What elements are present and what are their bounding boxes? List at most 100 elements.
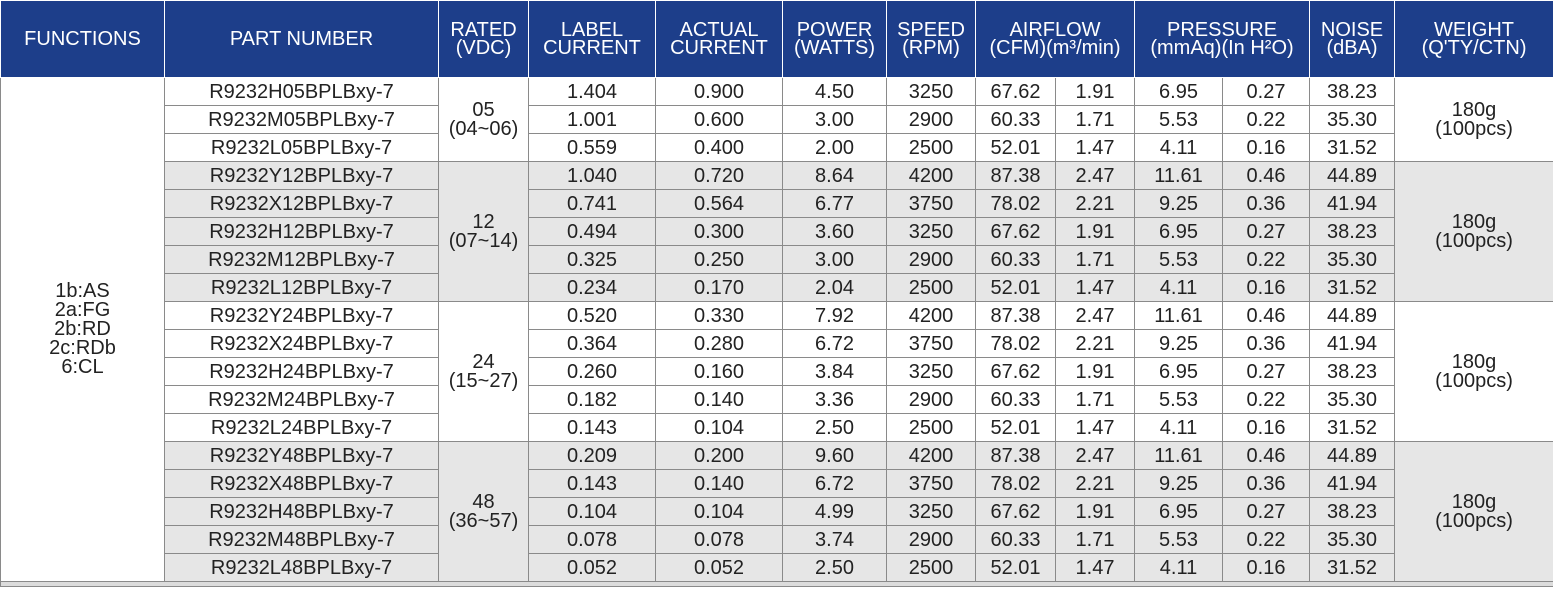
- table-row: R9232H48BPLBxy-7 0.104 0.104 4.99 3250 67.62 1…: [1, 497, 1553, 526]
- pressure-mmaq-cell: 6.95: [1134, 77, 1224, 106]
- part-number-cell: R9232L24BPLBxy-7: [164, 413, 439, 442]
- part-number-cell: R9232Y24BPLBxy-7: [164, 301, 439, 330]
- voltage-range: (15~27): [448, 369, 519, 392]
- voltage-range: (07~14): [448, 229, 519, 252]
- col-functions: FUNCTIONS: [0, 0, 165, 78]
- airflow-m3min-cell: 2.47: [1054, 161, 1136, 190]
- pressure-inh2o-cell: 0.36: [1222, 329, 1311, 358]
- rated-voltage-cell: 48 (36~57): [438, 441, 529, 582]
- part-number-cell: R9232L12BPLBxy-7: [164, 273, 439, 302]
- table-row: R9232M24BPLBxy-7 0.182 0.140 3.36 2900 60.33 1…: [1, 385, 1553, 414]
- pressure-inh2o-cell: 0.16: [1222, 413, 1311, 442]
- airflow-m3min-cell: 2.47: [1054, 441, 1136, 470]
- actual-current-cell: 0.720: [655, 161, 783, 190]
- table-row: R9232M05BPLBxy-7 1.001 0.600 3.00 2900 60.33 1…: [1, 105, 1553, 134]
- label-current-cell: 0.209: [528, 441, 656, 470]
- airflow-m3min-cell: 1.47: [1054, 553, 1136, 582]
- label-current-cell: 0.741: [528, 189, 656, 218]
- rated-voltage-cell: 05 (04~06): [438, 77, 529, 162]
- label-current-cell: 0.182: [528, 385, 656, 414]
- airflow-cfm-cell: 52.01: [975, 273, 1056, 302]
- rated-voltage-cell: 12 (07~14): [438, 161, 529, 302]
- quantity-per-carton: (100pcs): [1435, 509, 1513, 532]
- label-current-cell: 0.143: [528, 413, 656, 442]
- noise-cell: 38.23: [1309, 497, 1396, 526]
- table-body: 1b:AS 2a:FG 2b:RD 2c:RDb 6:CL R9232H05BPLBxy-…: [0, 77, 1553, 587]
- pressure-mmaq-cell: 11.61: [1134, 301, 1224, 330]
- power-cell: 2.50: [782, 413, 887, 442]
- col-label-current: LABEL CURRENT: [528, 0, 656, 78]
- noise-cell: 35.30: [1309, 105, 1396, 134]
- pressure-mmaq-cell: 5.53: [1134, 385, 1224, 414]
- label-current-cell: 0.364: [528, 329, 656, 358]
- power-cell: 4.99: [782, 497, 887, 526]
- table-row: R9232Y12BPLBxy-7 12 (07~14) 1.040 0.720 8.64 4…: [1, 161, 1553, 302]
- part-number-cell: R9232L48BPLBxy-7: [164, 553, 439, 582]
- pressure-mmaq-cell: 4.11: [1134, 273, 1224, 302]
- airflow-m3min-cell: 2.21: [1054, 329, 1136, 358]
- part-number-cell: R9232Y48BPLBxy-7: [164, 441, 439, 470]
- airflow-cfm-cell: 67.62: [975, 217, 1056, 246]
- table-row: R9232L24BPLBxy-7 0.143 0.104 2.50 2500 52.01 1…: [1, 413, 1553, 442]
- airflow-cfm-cell: 52.01: [975, 413, 1056, 442]
- table-row: 1b:AS 2a:FG 2b:RD 2c:RDb 6:CL R9232H05BPLBxy-…: [0, 77, 1553, 582]
- pressure-inh2o-cell: 0.16: [1222, 553, 1311, 582]
- table-row: R9232L05BPLBxy-7 0.559 0.400 2.00 2500 52.01 1…: [1, 133, 1553, 162]
- part-number-cell: R9232X24BPLBxy-7: [164, 329, 439, 358]
- table-row: R9232X12BPLBxy-7 0.741 0.564 6.77 3750 78.02 2…: [1, 189, 1553, 218]
- pressure-mmaq-cell: 5.53: [1134, 245, 1224, 274]
- pressure-mmaq-cell: 9.25: [1134, 469, 1224, 498]
- noise-cell: 41.94: [1309, 469, 1396, 498]
- part-number-cell: R9232H12BPLBxy-7: [164, 217, 439, 246]
- noise-cell: 35.30: [1309, 525, 1396, 554]
- airflow-cfm-cell: 60.33: [975, 525, 1056, 554]
- airflow-cfm-cell: 78.02: [975, 329, 1056, 358]
- power-cell: 9.60: [782, 441, 887, 470]
- function-code: 2c:RDb: [49, 337, 116, 359]
- noise-cell: 41.94: [1309, 329, 1396, 358]
- speed-cell: 3250: [886, 497, 976, 526]
- noise-cell: 35.30: [1309, 245, 1396, 274]
- airflow-m3min-cell: 1.91: [1054, 497, 1136, 526]
- rated-voltage: 12: [472, 210, 495, 233]
- airflow-cfm-cell: 87.38: [975, 301, 1056, 330]
- speed-cell: 3250: [886, 217, 976, 246]
- functions-cell: 1b:AS 2a:FG 2b:RD 2c:RDb 6:CL: [0, 77, 165, 582]
- airflow-m3min-cell: 1.91: [1054, 77, 1136, 106]
- speed-cell: 4200: [886, 441, 976, 470]
- col-airflow: AIRFLOW (CFM)(m³/min): [974, 0, 1136, 78]
- airflow-cfm-cell: 67.62: [975, 77, 1056, 106]
- pressure-mmaq-cell: 5.53: [1134, 525, 1224, 554]
- actual-current-cell: 0.200: [655, 441, 783, 470]
- speed-cell: 3250: [886, 77, 976, 106]
- part-number-cell: R9232L05BPLBxy-7: [164, 133, 439, 162]
- pressure-inh2o-cell: 0.46: [1222, 301, 1311, 330]
- actual-current-cell: 0.170: [655, 273, 783, 302]
- col-power: POWER (WATTS): [782, 0, 887, 78]
- airflow-cfm-cell: 67.62: [975, 497, 1056, 526]
- pressure-mmaq-cell: 6.95: [1134, 497, 1224, 526]
- quantity-per-carton: (100pcs): [1435, 369, 1513, 392]
- label-current-cell: 0.260: [528, 357, 656, 386]
- function-code: 2a:FG: [54, 299, 111, 321]
- airflow-cfm-cell: 78.02: [975, 189, 1056, 218]
- speed-cell: 3750: [886, 189, 976, 218]
- voltage-range: (04~06): [448, 117, 519, 140]
- actual-current-cell: 0.330: [655, 301, 783, 330]
- pressure-mmaq-cell: 5.53: [1134, 105, 1224, 134]
- pressure-inh2o-cell: 0.27: [1222, 77, 1311, 106]
- col-actual-current: ACTUAL CURRENT: [655, 0, 783, 78]
- label-current-cell: 1.040: [528, 161, 656, 190]
- part-number-cell: R9232X12BPLBxy-7: [164, 189, 439, 218]
- rated-voltage: 05: [472, 98, 495, 121]
- noise-cell: 31.52: [1309, 273, 1396, 302]
- table-row: R9232M12BPLBxy-7 0.325 0.250 3.00 2900 60.33 1…: [1, 245, 1553, 274]
- speed-cell: 2900: [886, 525, 976, 554]
- table-row: R9232X48BPLBxy-7 0.143 0.140 6.72 3750 78.02 2…: [1, 469, 1553, 498]
- weight-cell: 180g (100pcs): [1394, 441, 1553, 582]
- col-rated: RATED (VDC): [438, 0, 529, 78]
- speed-cell: 4200: [886, 161, 976, 190]
- table-row: R9232H24BPLBxy-7 0.260 0.160 3.84 3250 67.62 1…: [1, 357, 1553, 386]
- label-current-cell: 0.078: [528, 525, 656, 554]
